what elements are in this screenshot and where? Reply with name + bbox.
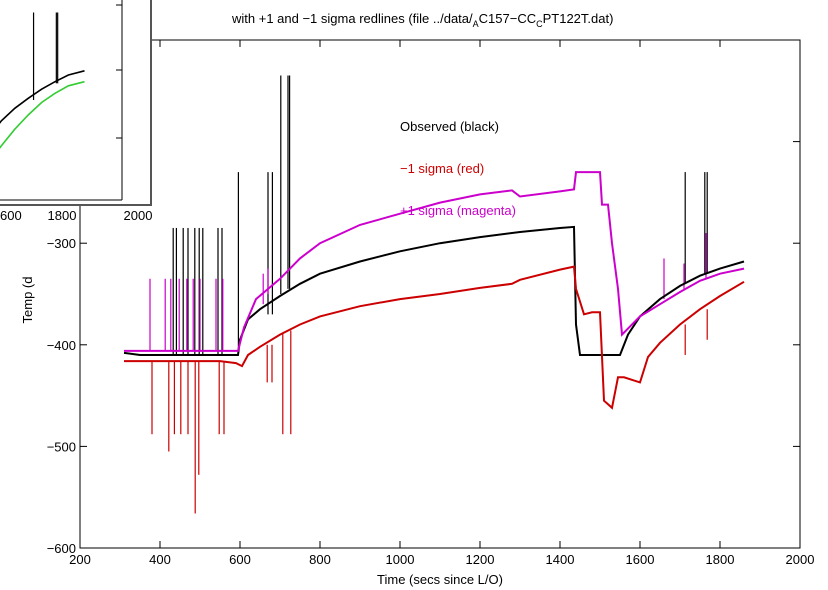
main-axis-ticks [79, 39, 801, 549]
y-tick-label: −300 [47, 236, 76, 251]
y-axis-label: Temp (d [20, 277, 35, 324]
y-tick-label: −500 [47, 439, 76, 454]
inset-axis-ticks [116, 4, 122, 139]
inset-spikes [32, 12, 59, 100]
x-tick-label: 400 [149, 552, 171, 567]
inset-tick-labels: 600 1800 2000 [0, 208, 152, 223]
main-spikes [149, 75, 708, 514]
x-tick-label: 1000 [386, 552, 415, 567]
series-line-plus-sigma [124, 171, 745, 352]
x-axis-label: Time (secs since L/O) [377, 572, 503, 587]
legend-entry-plus-sigma: +1 sigma (magenta) [400, 203, 516, 218]
y-tick-label: −400 [47, 338, 76, 353]
chart-title: with +1 and −1 sigma redlines (file ../d… [231, 11, 613, 29]
x-tick-label: 1600 [626, 552, 655, 567]
x-tick-label: 1400 [546, 552, 575, 567]
inset-x-tick-label: 600 [0, 208, 22, 223]
y-tick-label: −600 [47, 541, 76, 556]
x-tick-label: 1800 [706, 552, 735, 567]
x-tick-label: 800 [309, 552, 331, 567]
x-tick-label: 1200 [466, 552, 495, 567]
main-tick-labels: 200 400 600 800 1000 1200 1400 1600 1800 2000 −600… [47, 236, 815, 567]
x-tick-label: 200 [69, 552, 91, 567]
inset-background [0, 0, 152, 206]
inset-series-line [0, 70, 85, 124]
series-line-minus-sigma [124, 265, 745, 410]
inset-series [0, 70, 85, 149]
inset-series-line [0, 80, 85, 149]
main-series [123, 171, 745, 410]
legend-entry-minus-sigma: −1 sigma (red) [400, 161, 484, 176]
legend-entry-observed: Observed (black) [400, 119, 499, 134]
x-tick-label: 2000 [786, 552, 815, 567]
inset-chart: 600 1800 2000 [0, 0, 152, 223]
inset-x-tick-label: 1800 [48, 208, 77, 223]
x-tick-label: 600 [229, 552, 251, 567]
inset-x-tick-label: 2000 [124, 208, 153, 223]
